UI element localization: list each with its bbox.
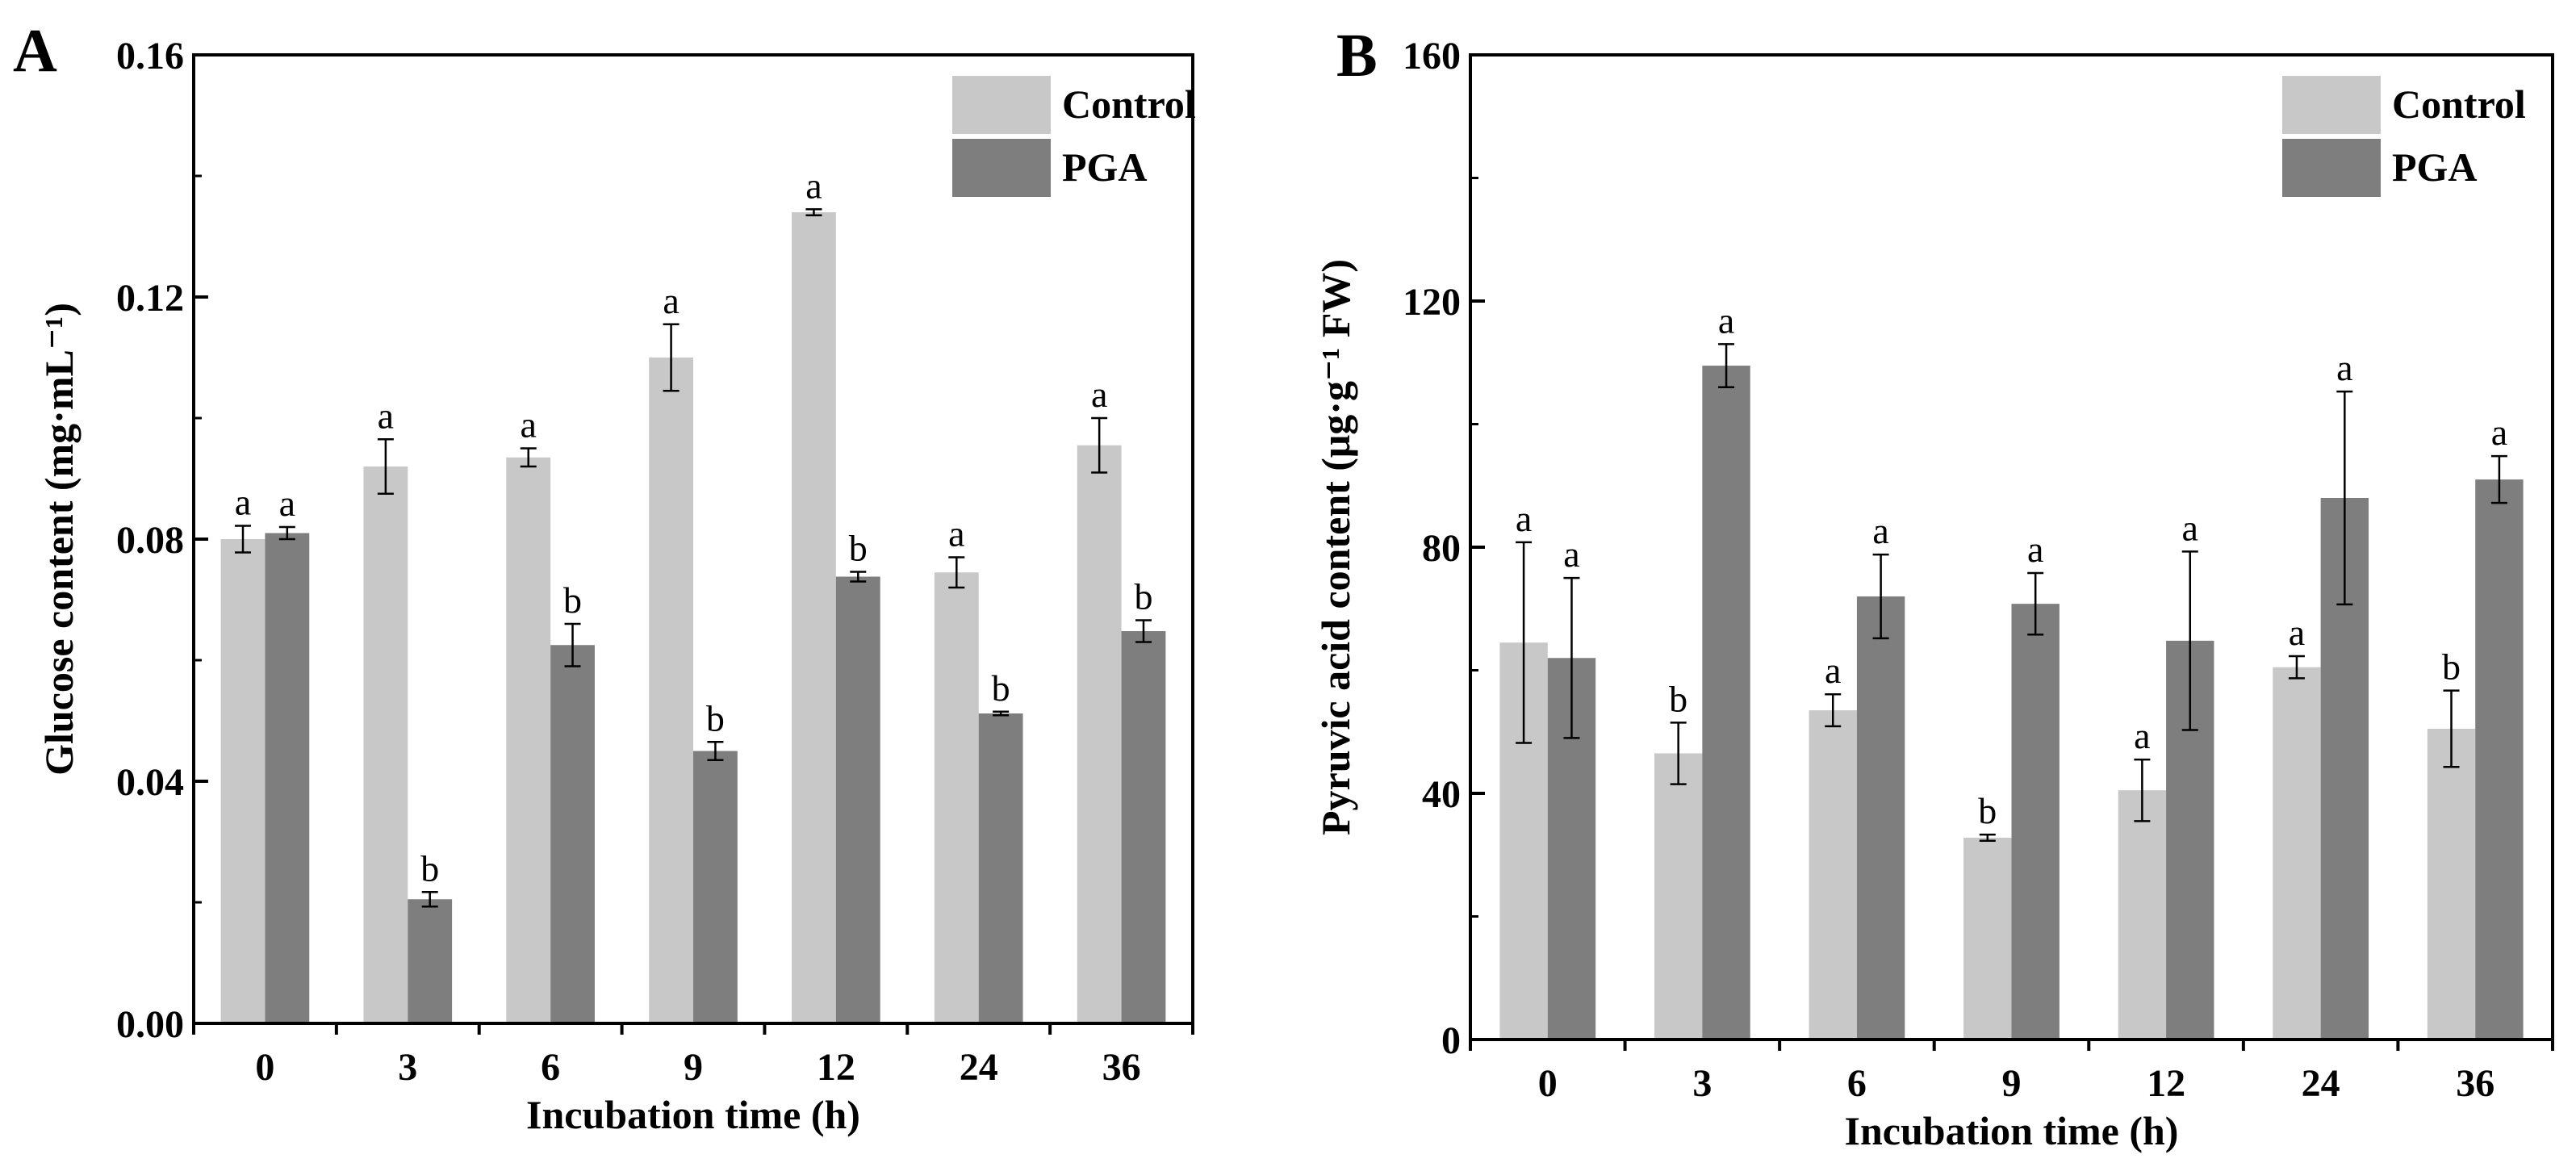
- significance-label: a: [1718, 299, 1734, 341]
- bar-pga-6: [1856, 596, 1905, 1040]
- x-tick-label: 3: [1692, 1062, 1712, 1105]
- x-tick-label: 0: [1538, 1062, 1558, 1105]
- legend-swatch-pga: [2282, 139, 2381, 197]
- legend-swatch-control: [2282, 76, 2381, 134]
- y-axis-title: Glucose content (mg·mL⁻¹): [36, 303, 82, 776]
- bar-control-24: [934, 572, 979, 1023]
- bar-control-12: [792, 212, 836, 1023]
- significance-label: a: [279, 483, 295, 524]
- y-tick-label: 40: [1422, 773, 1461, 816]
- y-tick-label: 0.12: [116, 277, 184, 320]
- y-tick-label: 0.04: [116, 761, 184, 804]
- y-tick-label: 160: [1403, 35, 1461, 77]
- x-tick-label: 9: [2002, 1062, 2022, 1105]
- significance-label: a: [1825, 650, 1841, 691]
- bar-control-6: [1809, 710, 1857, 1040]
- significance-label: a: [805, 165, 822, 206]
- significance-label: b: [1134, 576, 1152, 617]
- bar-control-36: [1077, 445, 1122, 1023]
- bar-control-36: [2427, 728, 2476, 1040]
- x-axis-title: Incubation time (h): [1845, 1108, 2179, 1153]
- y-tick-label: 0.16: [116, 35, 184, 77]
- x-tick-label: 6: [1847, 1062, 1867, 1105]
- legend-label-control: Control: [1062, 82, 1196, 127]
- bar-control-6: [506, 457, 551, 1023]
- x-tick-label: 24: [960, 1046, 998, 1089]
- bar-pga-36: [2475, 479, 2524, 1040]
- significance-label: a: [1516, 498, 1532, 539]
- bar-control-9: [649, 358, 693, 1023]
- bar-pga-6: [550, 645, 595, 1023]
- bar-pga-3: [1702, 366, 1750, 1040]
- x-tick-label: 12: [817, 1046, 855, 1089]
- significance-label: a: [2027, 529, 2043, 570]
- significance-label: a: [2336, 347, 2352, 388]
- significance-label: a: [2134, 715, 2150, 756]
- bar-control-9: [1963, 837, 2012, 1040]
- y-tick-label: 120: [1403, 281, 1461, 324]
- x-tick-label: 3: [398, 1046, 417, 1089]
- x-tick-label: 6: [541, 1046, 560, 1089]
- x-tick-label: 9: [684, 1046, 703, 1089]
- legend-swatch-control: [952, 76, 1051, 134]
- bar-pga-12: [835, 576, 880, 1023]
- panel-letter: B: [1336, 22, 1378, 90]
- panel-letter: A: [13, 17, 57, 85]
- x-tick-label: 12: [2147, 1062, 2185, 1105]
- bar-control-3: [1654, 753, 1703, 1040]
- significance-label: b: [992, 667, 1010, 709]
- x-tick-label: 36: [2456, 1062, 2494, 1105]
- significance-label: a: [235, 482, 251, 523]
- y-tick-label: 0: [1441, 1019, 1461, 1062]
- significance-label: a: [948, 513, 964, 554]
- bar-pga-0: [265, 533, 310, 1023]
- significance-label: b: [1978, 790, 1997, 831]
- significance-label: b: [420, 847, 439, 889]
- y-tick-label: 80: [1422, 527, 1461, 570]
- bar-control-3: [363, 466, 408, 1023]
- y-axis-title: Pyruvic acid content (μg·g⁻¹ FW): [1313, 259, 1358, 835]
- x-tick-label: 24: [2302, 1062, 2340, 1105]
- bar-control-24: [2273, 667, 2321, 1040]
- significance-label: a: [663, 280, 679, 321]
- legend-label-pga: PGA: [2392, 144, 2478, 190]
- bar-pga-9: [693, 751, 738, 1023]
- x-tick-label: 0: [255, 1046, 274, 1089]
- significance-label: a: [1563, 533, 1579, 575]
- significance-label: b: [1669, 678, 1687, 719]
- significance-label: a: [521, 404, 537, 446]
- significance-label: a: [378, 395, 394, 436]
- x-tick-label: 36: [1102, 1046, 1141, 1089]
- significance-label: a: [2182, 507, 2198, 548]
- bar-pga-9: [2011, 604, 2060, 1040]
- significance-label: a: [2491, 412, 2507, 453]
- significance-label: b: [563, 579, 582, 621]
- bar-control-12: [2118, 790, 2167, 1040]
- y-tick-label: 0.08: [116, 519, 184, 562]
- legend-label-pga: PGA: [1062, 144, 1148, 190]
- significance-label: b: [706, 697, 725, 738]
- significance-label: a: [1872, 510, 1888, 551]
- x-axis-title: Incubation time (h): [526, 1092, 860, 1137]
- significance-label: b: [2442, 646, 2461, 688]
- bar-pga-3: [408, 899, 453, 1023]
- significance-label: b: [849, 528, 868, 569]
- bar-pga-24: [978, 713, 1023, 1023]
- bar-control-0: [220, 539, 266, 1023]
- y-tick-label: 0.00: [116, 1003, 184, 1046]
- significance-label: a: [1091, 374, 1107, 415]
- legend-label-control: Control: [2392, 82, 2526, 127]
- legend-swatch-pga: [952, 139, 1051, 197]
- bar-pga-36: [1121, 631, 1166, 1023]
- significance-label: a: [2289, 612, 2305, 653]
